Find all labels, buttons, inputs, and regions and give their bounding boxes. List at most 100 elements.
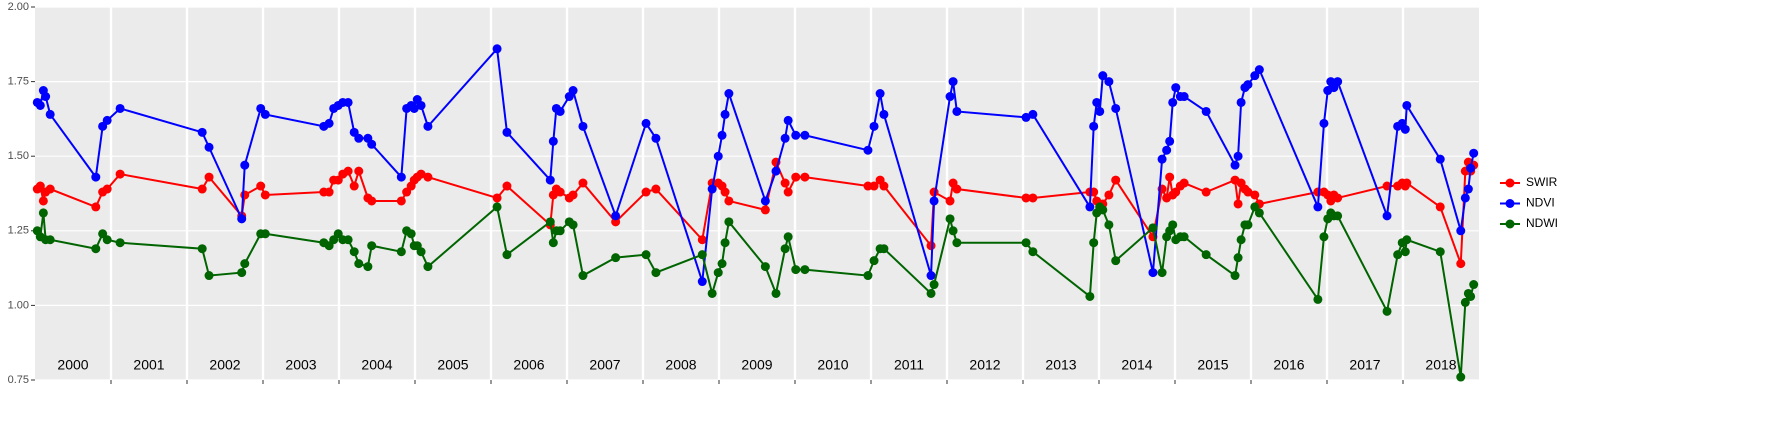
point — [1085, 291, 1095, 301]
point — [641, 250, 651, 260]
point — [1469, 148, 1479, 158]
point — [416, 100, 426, 110]
point — [367, 196, 377, 206]
point — [363, 262, 373, 272]
point — [1466, 163, 1476, 173]
point — [760, 205, 770, 215]
point — [502, 250, 512, 260]
year-label: 2013 — [1045, 357, 1076, 373]
point — [1460, 297, 1470, 307]
point — [91, 202, 101, 212]
y-tick-label: 2.00 — [8, 1, 29, 13]
year-label: 2009 — [741, 357, 772, 373]
point — [502, 181, 512, 191]
point — [780, 244, 790, 254]
point — [945, 92, 955, 102]
point — [1162, 145, 1172, 155]
point — [38, 208, 48, 218]
y-tick-label: 1.75 — [8, 76, 29, 88]
point — [354, 133, 364, 143]
point — [240, 160, 250, 170]
point — [1111, 256, 1121, 266]
year-label: 2015 — [1197, 357, 1228, 373]
point — [760, 262, 770, 272]
point — [1333, 211, 1343, 221]
point — [555, 187, 565, 197]
point — [115, 238, 125, 248]
point — [707, 288, 717, 298]
point — [492, 44, 502, 54]
point — [260, 190, 270, 200]
point — [1250, 190, 1260, 200]
point — [771, 166, 781, 176]
year-label: 2008 — [665, 357, 696, 373]
point — [1466, 291, 1476, 301]
point — [492, 193, 502, 203]
point — [1319, 118, 1329, 128]
point — [1028, 247, 1038, 257]
point — [1085, 202, 1095, 212]
point — [548, 136, 558, 146]
year-label: 2005 — [437, 357, 468, 373]
point — [1095, 106, 1105, 116]
point — [568, 220, 578, 230]
point — [1435, 247, 1445, 257]
point — [1233, 151, 1243, 161]
year-label: 2001 — [133, 357, 164, 373]
point — [568, 86, 578, 96]
point — [791, 130, 801, 140]
point — [1104, 77, 1114, 87]
point — [545, 217, 555, 227]
point — [783, 115, 793, 125]
point — [115, 103, 125, 113]
year-label: 2003 — [285, 357, 316, 373]
point — [1243, 187, 1253, 197]
point — [423, 121, 433, 131]
point — [1230, 160, 1240, 170]
point — [555, 226, 565, 236]
point — [256, 181, 266, 191]
point — [115, 169, 125, 179]
point — [237, 214, 247, 224]
point — [1089, 121, 1099, 131]
point — [409, 103, 419, 113]
point — [720, 187, 730, 197]
point — [197, 127, 207, 137]
point — [717, 259, 727, 269]
point — [926, 288, 936, 298]
point — [1460, 193, 1470, 203]
point — [1382, 306, 1392, 316]
year-label: 2018 — [1425, 357, 1456, 373]
year-label: 2007 — [589, 357, 620, 373]
point — [240, 190, 250, 200]
point — [204, 172, 214, 182]
point — [1104, 190, 1114, 200]
point — [724, 196, 734, 206]
point — [260, 109, 270, 119]
point — [720, 238, 730, 248]
legend-key — [1505, 199, 1515, 208]
point — [1313, 202, 1323, 212]
point — [1456, 259, 1466, 269]
point — [760, 196, 770, 206]
point — [1382, 211, 1392, 221]
y-tick-label: 1.25 — [8, 225, 29, 237]
point — [1400, 247, 1410, 257]
point — [343, 166, 353, 176]
legend-label: NDWI — [1526, 216, 1558, 230]
point — [41, 92, 51, 102]
point — [1333, 193, 1343, 203]
point — [952, 106, 962, 116]
point — [1400, 124, 1410, 134]
point — [204, 142, 214, 152]
point — [948, 226, 958, 236]
point — [237, 268, 247, 278]
point — [416, 169, 426, 179]
point — [879, 244, 889, 254]
point — [1111, 103, 1121, 113]
point — [1233, 199, 1243, 209]
point — [1243, 220, 1253, 230]
year-label: 2017 — [1349, 357, 1380, 373]
point — [1021, 193, 1031, 203]
